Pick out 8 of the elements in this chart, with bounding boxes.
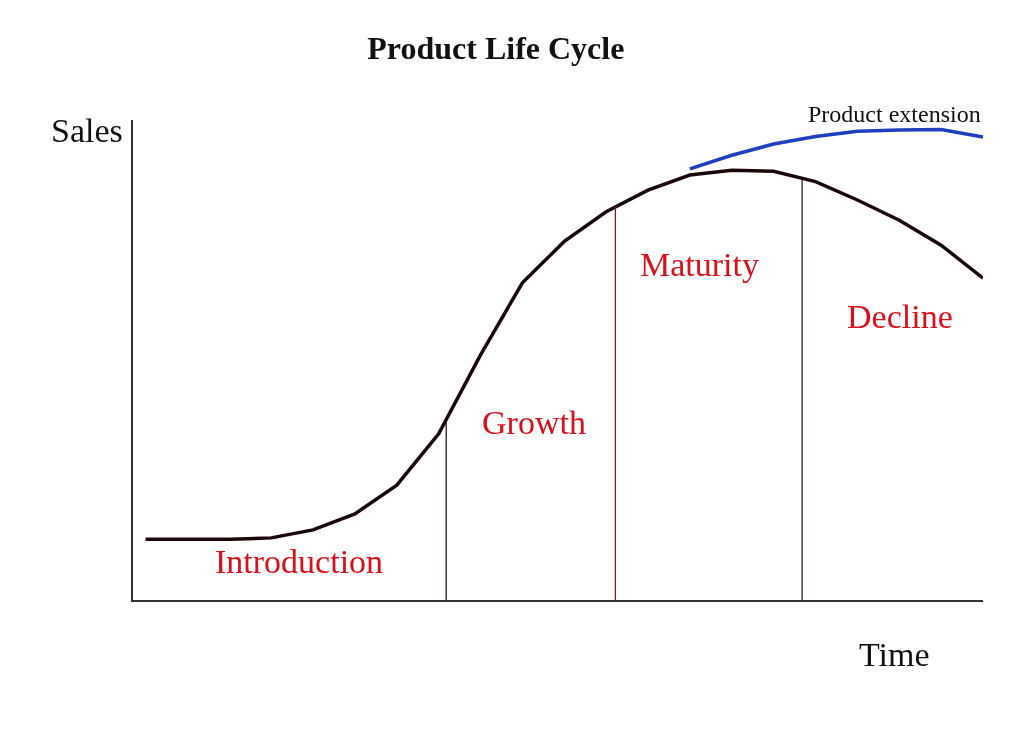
series-label: Product extension [808, 101, 981, 127]
annotation: Maturity [640, 246, 759, 283]
annotation: Introduction [215, 543, 384, 580]
annotation: Growth [482, 404, 586, 441]
annotation: Decline [847, 298, 953, 335]
chart-title: Product Life Cycle [367, 29, 625, 66]
y-axis-title: Sales [51, 112, 123, 149]
x-axis-title: Time [859, 636, 930, 673]
